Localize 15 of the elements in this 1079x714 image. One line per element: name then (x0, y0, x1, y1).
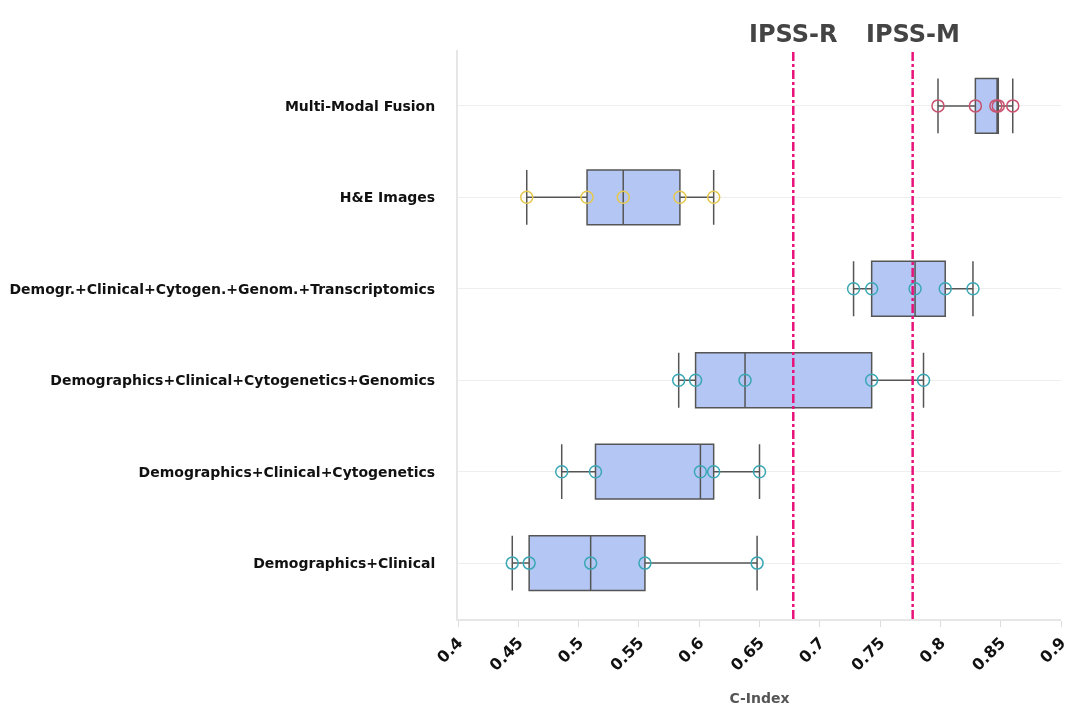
y-tick-label: Demographics+Clinical (253, 555, 436, 572)
y-tick-label: Demogr.+Clinical+Cytogen.+Genom.+Transcriptomics (9, 280, 436, 297)
x-tick-label: 0.8 (915, 633, 949, 667)
x-tick-label: 0.6 (674, 633, 708, 667)
y-tick-label: H&E Images (339, 189, 436, 206)
x-tick-label: 0.5 (553, 633, 588, 667)
ref-line-label: IPSS-M (866, 20, 960, 48)
y-tick-label: Demographics+Clinical+Cytogenetics+Genomics (50, 372, 436, 389)
x-tick-label: 0.4 (433, 633, 467, 667)
y-tick-label: Multi-Modal Fusion (284, 97, 436, 114)
x-axis-title: C-Index (729, 690, 790, 707)
y-tick-label: Demographics+Clinical+Cytogenetics (138, 463, 436, 480)
x-tick-label: 0.9 (1036, 633, 1070, 667)
x-tick-label: 0.7 (794, 633, 829, 667)
ref-line-label: IPSS-R (749, 20, 838, 48)
